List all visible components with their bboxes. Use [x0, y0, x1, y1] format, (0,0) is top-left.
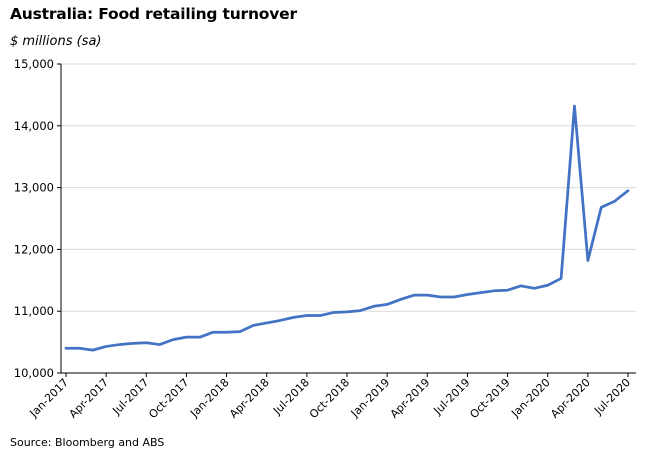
series-line [64, 104, 630, 352]
chart-subtitle: $ millions (sa) [10, 34, 102, 49]
chart-source: Source: Bloomberg and ABS [10, 436, 165, 449]
x-tick-label: Jan-2019 [348, 376, 392, 420]
x-tick-label: Apr-2019 [388, 376, 433, 421]
x-tick-label: Jul-2020 [591, 376, 633, 418]
x-tick-label: Apr-2020 [548, 376, 593, 421]
y-tick-label: 12,000 [14, 242, 54, 256]
x-tick-label: Oct-2019 [467, 376, 512, 421]
x-tick-label: Apr-2017 [67, 376, 112, 421]
x-tick-label: Oct-2018 [307, 376, 352, 421]
y-tick-label: 11,000 [14, 304, 54, 318]
y-tick-label: 10,000 [14, 366, 54, 380]
y-tick-label: 13,000 [14, 181, 54, 195]
x-tick-label: Jan-2017 [27, 376, 71, 420]
x-tick-label: Jul-2017 [110, 376, 152, 418]
x-tick-label: Jan-2018 [187, 376, 231, 420]
y-tick-label: 15,000 [14, 57, 54, 71]
x-tick-label: Jul-2018 [270, 376, 312, 418]
x-tick-label: Apr-2018 [227, 376, 272, 421]
x-tick-label: Jul-2019 [431, 376, 473, 418]
x-tick-label: Jan-2020 [508, 376, 552, 420]
x-tick-label: Oct-2017 [146, 376, 191, 421]
y-tick-label: 14,000 [14, 119, 54, 133]
chart-title: Australia: Food retailing turnover [10, 5, 297, 23]
